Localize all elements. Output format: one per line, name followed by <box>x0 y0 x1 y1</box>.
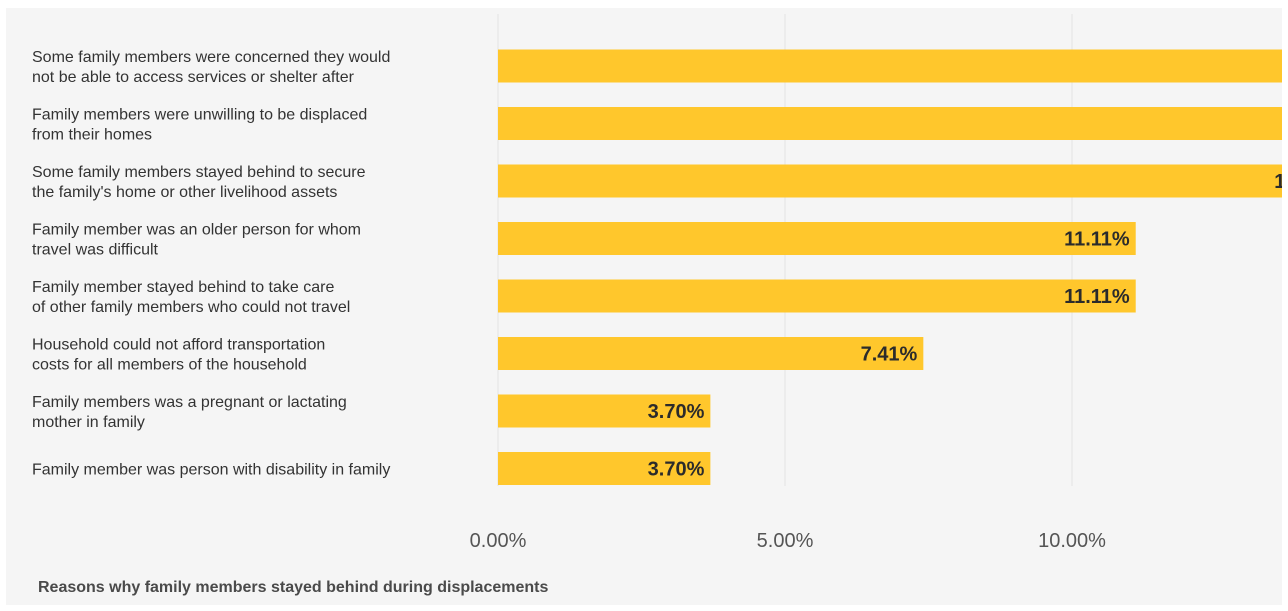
category-label-3: Family member was an older person for wh… <box>32 222 361 259</box>
value-label-5: 7.41% <box>861 344 918 366</box>
category-label-7: Family member was person with disability… <box>32 462 390 479</box>
value-label-2: 14.81% <box>1274 171 1282 193</box>
bar-4 <box>498 279 1136 313</box>
bar-7 <box>498 452 711 485</box>
x-tick-label-1: 5.00% <box>757 530 814 552</box>
value-label-6: 3.70% <box>648 401 705 423</box>
chart-panel: 25.93%Some family members were concerned… <box>6 8 1282 605</box>
bar-5 <box>498 337 924 370</box>
category-label-6: Family members was a pregnant or lactati… <box>32 394 347 431</box>
x-tick-label-2: 10.00% <box>1038 530 1106 552</box>
bar-chart: 25.93%Some family members were concerned… <box>32 14 1282 552</box>
x-tick-label-0: 0.00% <box>470 530 527 552</box>
bar-0 <box>498 49 1282 83</box>
category-label-0: Some family members were concerned they … <box>32 49 390 86</box>
bar-3 <box>498 222 1136 255</box>
bar-1 <box>498 107 1282 140</box>
bar-6 <box>498 394 711 428</box>
category-label-2: Some family members stayed behind to sec… <box>32 164 366 201</box>
category-label-5: Household could not afford transportatio… <box>32 337 325 374</box>
chart-caption: Reasons why family members stayed behind… <box>38 579 549 596</box>
value-label-4: 11.11% <box>1064 286 1130 308</box>
bar-2 <box>498 164 1282 198</box>
value-label-3: 11.11% <box>1064 229 1130 251</box>
category-label-1: Family members were unwilling to be disp… <box>32 107 367 144</box>
category-label-4: Family member stayed behind to take care… <box>32 279 350 316</box>
value-label-7: 3.70% <box>648 459 705 481</box>
